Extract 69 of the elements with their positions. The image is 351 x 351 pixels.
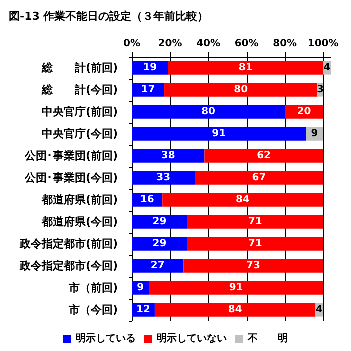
y-tick-label: 都道府県(前回) (40, 194, 118, 206)
data-label: 38 (161, 150, 176, 162)
x-tick-label: 80% (273, 38, 298, 50)
bar (164, 83, 318, 97)
legend-label: 明示している (76, 332, 136, 344)
bar (154, 303, 316, 317)
bar (149, 281, 324, 295)
x-tick-label: 20% (158, 38, 182, 50)
y-tick-label: 公団･事業団(今回) (24, 172, 118, 184)
data-label: 3 (316, 84, 324, 96)
y-tick-label: 公団･事業団(前回) (24, 150, 118, 162)
data-label: 62 (257, 150, 272, 162)
data-label: 73 (246, 260, 260, 272)
bar (132, 215, 188, 229)
y-tick-label: 政令指定都市(今回) (18, 260, 118, 272)
data-label: 84 (236, 194, 250, 206)
bar (187, 215, 324, 229)
bar (132, 259, 184, 273)
bar (132, 105, 286, 119)
x-tick-label: 0% (124, 38, 140, 50)
y-tick-label: 市（今回) (68, 304, 118, 316)
bar (187, 237, 324, 251)
legend-label: 明示していない (157, 332, 227, 344)
data-label: 19 (143, 62, 158, 74)
bar (132, 149, 205, 163)
x-tick-label: 40% (196, 38, 221, 50)
data-label: 29 (152, 238, 167, 250)
data-label: 80 (202, 106, 216, 118)
data-label: 91 (229, 282, 244, 294)
y-tick-label: 総 計(前回) (40, 62, 118, 74)
bar (162, 193, 324, 207)
data-label: 71 (248, 216, 262, 228)
bar (132, 237, 188, 251)
bar (132, 171, 196, 185)
data-label: 4 (324, 62, 331, 74)
data-label: 9 (311, 128, 318, 140)
bar (132, 83, 165, 97)
data-label: 9 (137, 282, 144, 294)
bar (285, 105, 324, 119)
legend-label: 不 明 (247, 332, 288, 344)
bar (168, 61, 324, 75)
data-label: 91 (212, 128, 226, 140)
y-tick-label: 総 計(今回) (40, 84, 118, 96)
data-label: 27 (150, 260, 165, 272)
y-tick-label: 政令指定都市(前回) (18, 238, 118, 250)
data-label: 29 (152, 216, 167, 228)
bar (132, 61, 168, 75)
chart-title: 図-13 作業不能日の設定（３年前比較） (9, 10, 209, 23)
x-tick-label: 60% (234, 38, 259, 50)
data-label: 80 (234, 84, 248, 96)
data-label: 20 (297, 106, 312, 118)
data-label: 17 (141, 84, 156, 96)
bar (195, 171, 324, 185)
data-label: 33 (156, 172, 171, 184)
bar (184, 259, 324, 273)
y-tick-label: 市（前回) (68, 282, 118, 294)
data-label: 81 (238, 62, 253, 74)
data-label: 4 (316, 304, 324, 316)
data-label: 67 (252, 172, 266, 184)
bar (204, 149, 324, 163)
bar (132, 127, 306, 141)
data-label: 84 (228, 304, 242, 316)
data-label: 71 (248, 238, 262, 250)
y-tick-label: 中央官庁(前回) (42, 106, 118, 118)
data-label: 12 (136, 304, 150, 316)
data-label: 16 (140, 194, 154, 206)
y-tick-label: 都道府県(今回) (40, 216, 118, 228)
x-tick-label: 100% (308, 38, 339, 50)
y-tick-label: 中央官庁(今回) (42, 128, 118, 140)
